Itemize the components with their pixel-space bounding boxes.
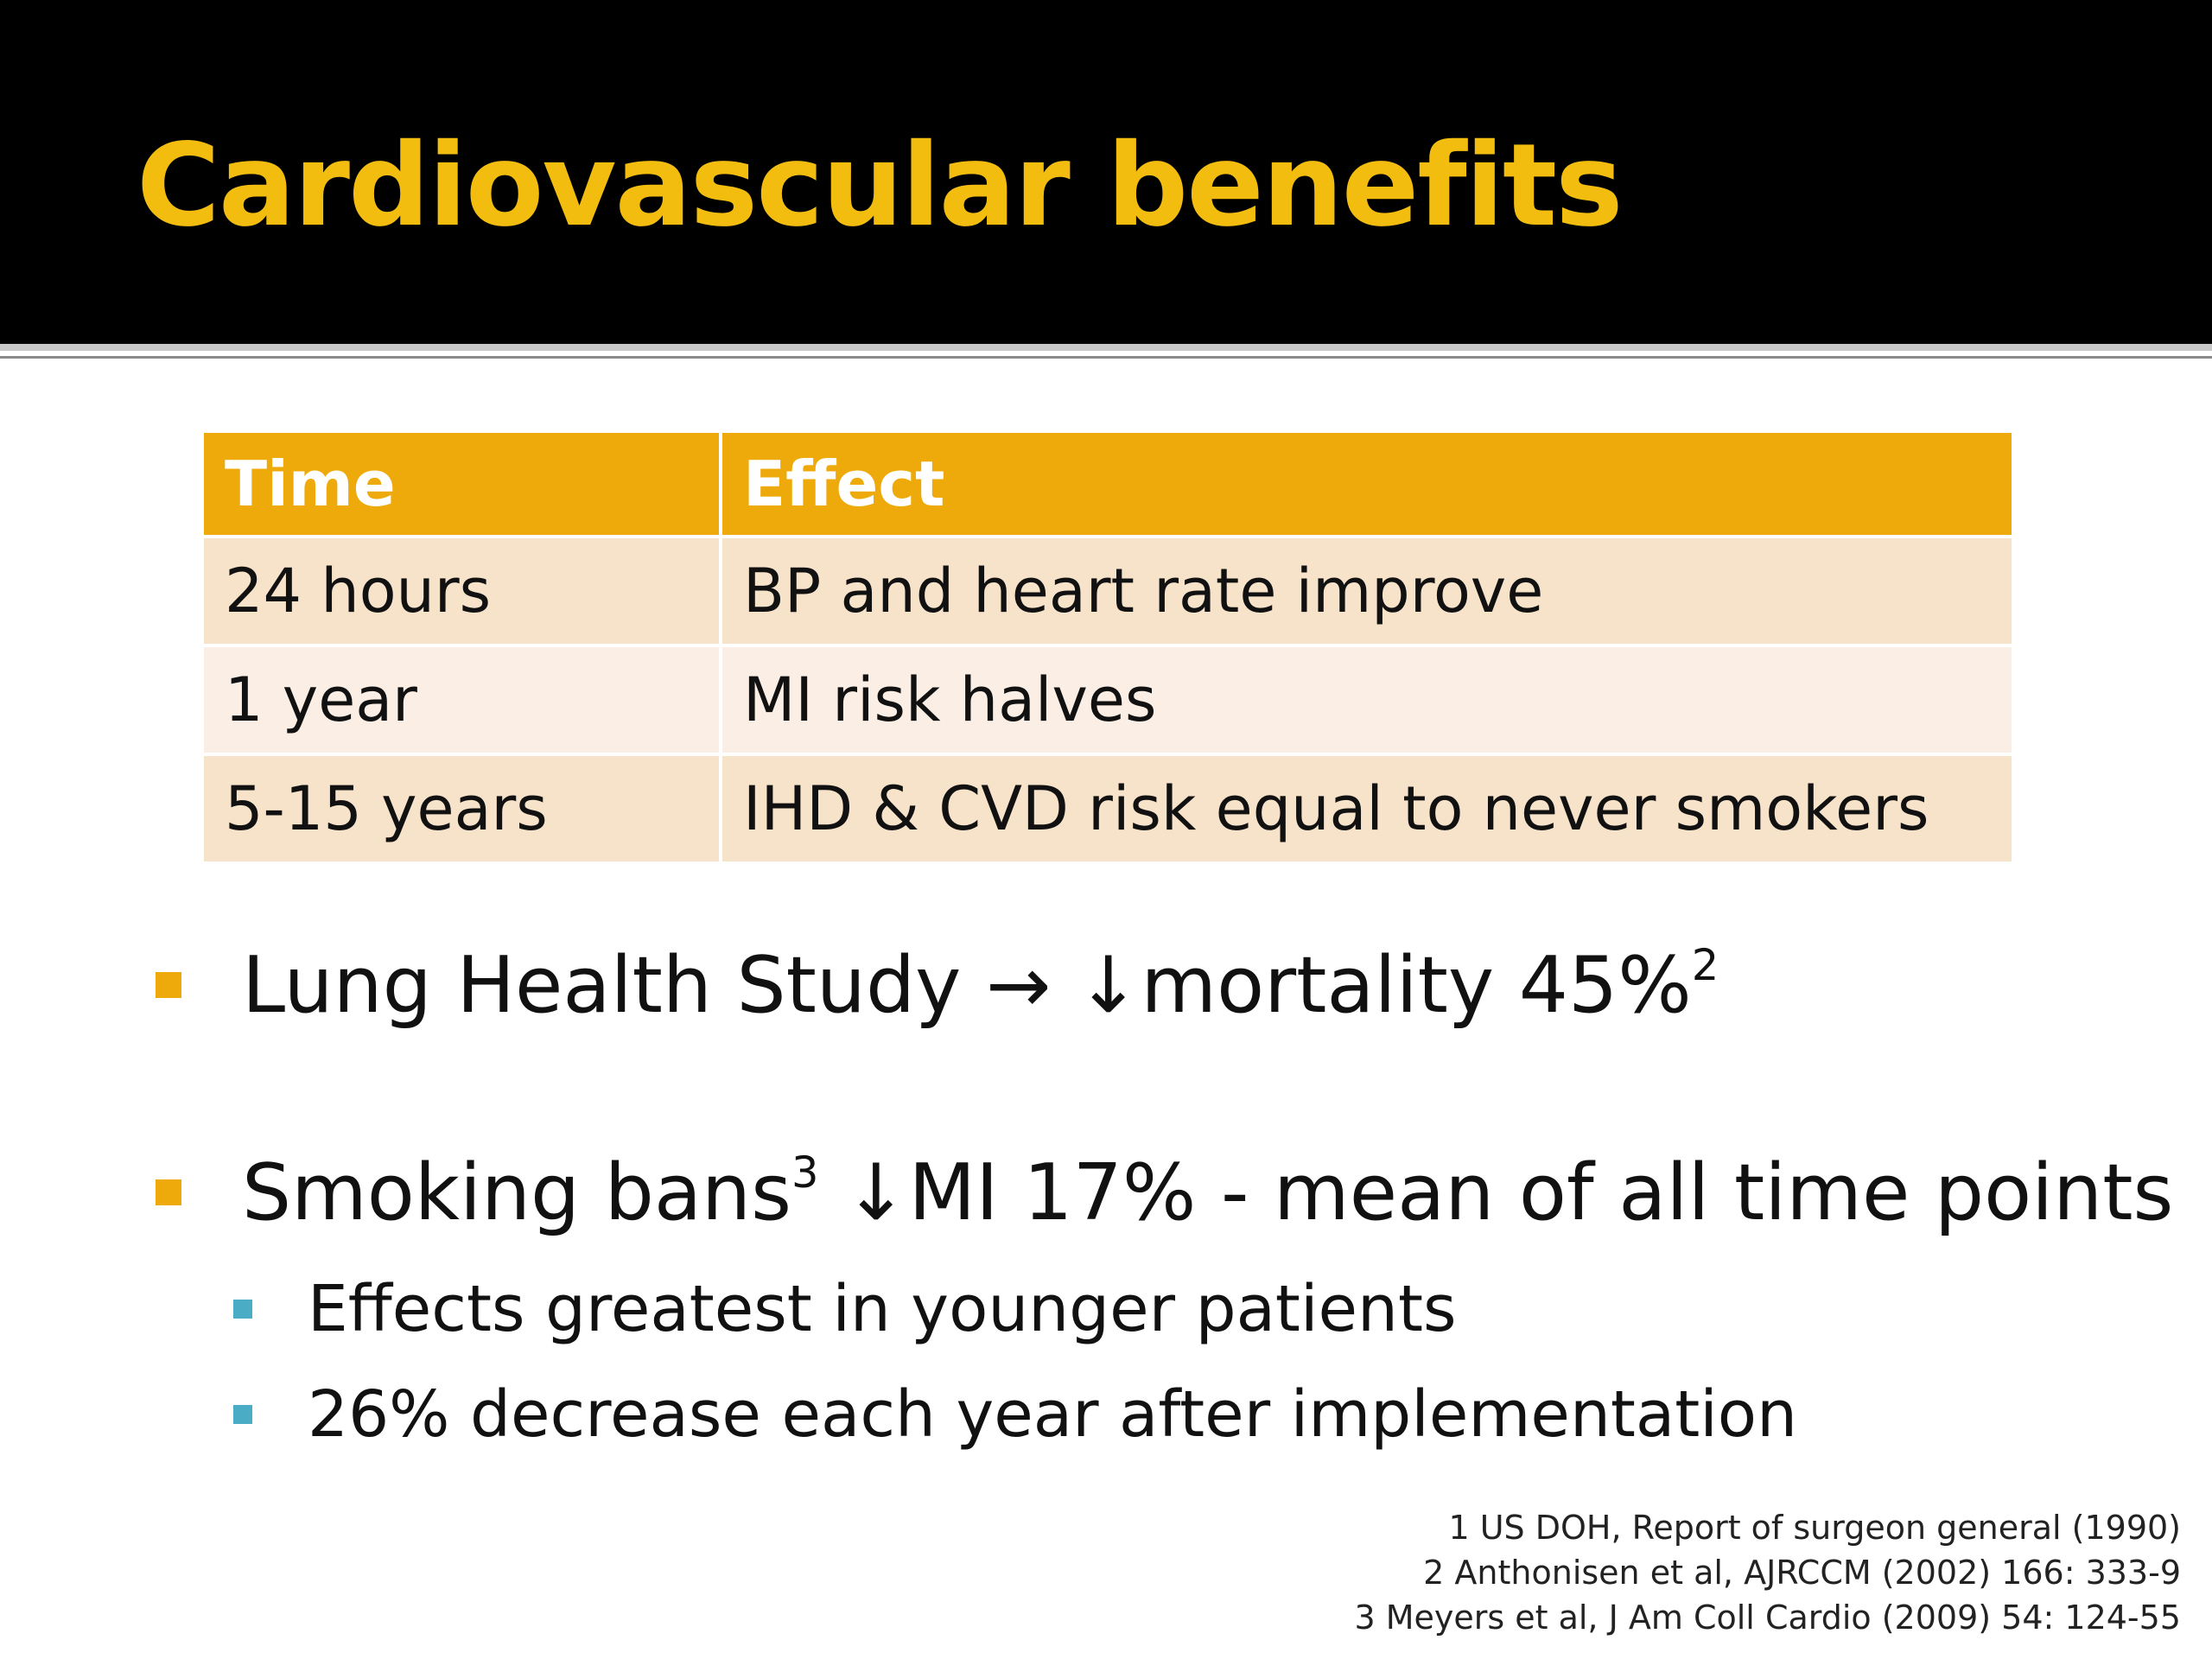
sub-bullet-square-icon bbox=[233, 1300, 252, 1319]
sub-bullet-text: 26% decrease each year after implementat… bbox=[308, 1377, 1797, 1452]
sub-bullet-text: Effects greatest in younger patients bbox=[308, 1272, 1457, 1346]
sub-bullet: Effects greatest in younger patients bbox=[233, 1272, 1457, 1346]
title-divider bbox=[0, 344, 2212, 351]
cell-effect: MI risk halves bbox=[719, 644, 2015, 756]
bullet-square-icon bbox=[156, 1179, 181, 1206]
footnote-marker: 3 bbox=[791, 1147, 819, 1198]
title-divider-thin bbox=[0, 356, 2212, 359]
table-header-row: Time Effect bbox=[200, 429, 2015, 538]
footnote-marker: 2 bbox=[1691, 939, 1719, 990]
reference-item: 3 Meyers et al, J Am Coll Cardio (2009) … bbox=[1354, 1599, 2181, 1637]
cell-effect: IHD & CVD risk equal to never smokers bbox=[719, 753, 2015, 865]
bullet-text: Lung Health Study → ↓mortality 45% bbox=[242, 940, 1692, 1031]
bullet-text-start: Smoking bans bbox=[242, 1147, 791, 1238]
benefits-table: Time Effect 24 hours BP and heart rate i… bbox=[200, 429, 2015, 865]
header-effect: Effect bbox=[719, 429, 2015, 538]
sub-bullet-square-icon bbox=[233, 1405, 252, 1425]
bullet-smoking-bans: Smoking bans3 ↓MI 17% - mean of all time… bbox=[156, 1147, 2173, 1238]
references: 1 US DOH, Report of surgeon general (199… bbox=[1354, 1505, 2181, 1640]
bullet-text-end: ↓MI 17% - mean of all time points bbox=[818, 1147, 2174, 1238]
cell-time: 24 hours bbox=[200, 535, 722, 647]
cell-time: 1 year bbox=[200, 644, 722, 756]
reference-item: 2 Anthonisen et al, AJRCCM (2002) 166: 3… bbox=[1423, 1554, 2181, 1592]
slide-title: Cardiovascular benefits bbox=[137, 119, 1624, 252]
header-time: Time bbox=[200, 429, 722, 538]
table-row: 1 year MI risk halves bbox=[200, 644, 2015, 756]
table-row: 5-15 years IHD & CVD risk equal to never… bbox=[200, 753, 2015, 865]
cell-effect: BP and heart rate improve bbox=[719, 535, 2015, 647]
title-bar bbox=[0, 0, 2212, 344]
sub-bullet: 26% decrease each year after implementat… bbox=[233, 1377, 1797, 1452]
table-row: 24 hours BP and heart rate improve bbox=[200, 535, 2015, 647]
reference-item: 1 US DOH, Report of surgeon general (199… bbox=[1448, 1509, 2181, 1547]
cell-time: 5-15 years bbox=[200, 753, 722, 865]
bullet-lung-health-study: Lung Health Study → ↓mortality 45%2 bbox=[156, 940, 1719, 1031]
bullet-square-icon bbox=[156, 972, 181, 999]
